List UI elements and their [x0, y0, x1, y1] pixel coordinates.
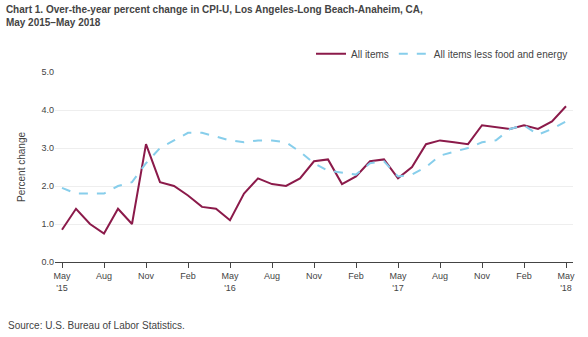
svg-text:4.0: 4.0 [41, 105, 54, 115]
svg-text:May'16: May'16 [221, 271, 239, 293]
svg-text:5.0: 5.0 [41, 67, 54, 77]
svg-text:May'17: May'17 [389, 271, 407, 293]
svg-text:Aug: Aug [432, 271, 448, 281]
svg-text:3.0: 3.0 [41, 143, 54, 153]
svg-text:1.0: 1.0 [41, 219, 54, 229]
svg-text:Aug: Aug [264, 271, 280, 281]
svg-text:All items: All items [351, 49, 389, 60]
svg-text:2.0: 2.0 [41, 181, 54, 191]
svg-text:All items less food and energy: All items less food and energy [434, 49, 567, 60]
svg-text:May'18: May'18 [557, 271, 575, 293]
svg-text:Percent change: Percent change [16, 132, 27, 202]
svg-text:Feb: Feb [180, 271, 196, 281]
svg-text:Nov: Nov [474, 271, 491, 281]
svg-text:0.0: 0.0 [41, 257, 54, 267]
svg-text:Feb: Feb [516, 271, 532, 281]
svg-text:Nov: Nov [138, 271, 155, 281]
svg-text:Feb: Feb [348, 271, 364, 281]
svg-text:Aug: Aug [96, 271, 112, 281]
svg-text:Source: U.S. Bureau of Labor S: Source: U.S. Bureau of Labor Statistics. [8, 320, 185, 331]
svg-text:Chart 1. Over-the-year percent: Chart 1. Over-the-year percent change in… [6, 4, 423, 28]
svg-text:Nov: Nov [306, 271, 323, 281]
svg-text:May'15: May'15 [53, 271, 71, 293]
